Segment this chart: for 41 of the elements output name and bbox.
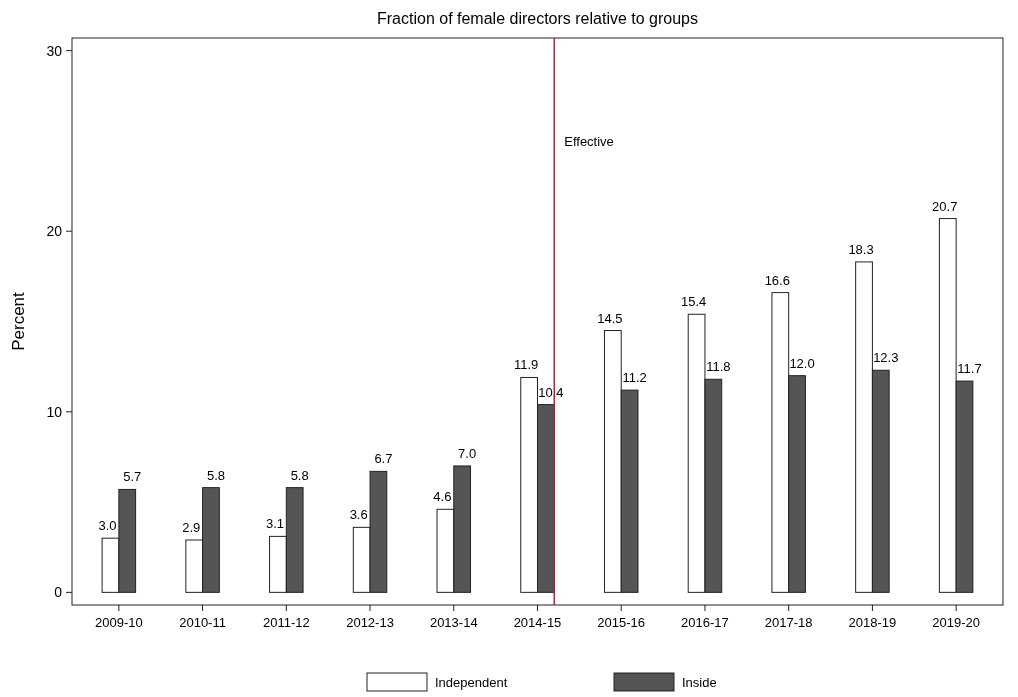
y-tick-label: 30: [46, 42, 63, 59]
data-label: 11.2: [622, 370, 647, 386]
y-axis-title: Percent: [9, 291, 28, 351]
x-tick-label: 2009-10: [95, 615, 143, 630]
data-label: 7.0: [458, 445, 477, 461]
data-label: 5.7: [123, 469, 142, 485]
data-label: 3.6: [349, 507, 368, 523]
data-label: 6.7: [374, 451, 393, 467]
data-label: 2.9: [182, 519, 201, 535]
x-tick-label: 2010-11: [179, 615, 226, 630]
legend-label: Inside: [682, 675, 717, 690]
data-label: 3.1: [265, 516, 284, 532]
ref-line-label: Effective: [564, 134, 614, 149]
data-label: 16.6: [764, 272, 790, 288]
y-tick-label: 20: [46, 223, 63, 240]
x-tick-label: 2015-16: [597, 615, 646, 630]
x-tick-label: 2014-15: [513, 615, 562, 630]
y-tick-label: 0: [54, 584, 63, 601]
data-label: 15.4: [680, 294, 707, 310]
x-tick-label: 2019-20: [932, 615, 980, 630]
x-tick-label: 2012-13: [346, 615, 394, 630]
data-label: 11.7: [957, 361, 982, 377]
data-label: 11.9: [513, 357, 539, 373]
data-label: 14.5: [597, 310, 623, 326]
data-label: 12.3: [873, 350, 899, 366]
chart-title: Fraction of female directors relative to groups: [376, 10, 699, 27]
data-label: 11.8: [706, 359, 731, 375]
data-label: 18.3: [848, 241, 874, 257]
data-label: 20.7: [932, 198, 958, 214]
data-label: 3.0: [98, 518, 117, 534]
x-tick-label: 2018-19: [848, 615, 897, 630]
y-tick-label: 10: [46, 403, 63, 420]
legend-label: Independent: [435, 675, 508, 690]
data-label: 5.8: [290, 467, 309, 483]
x-tick-label: 2013-14: [429, 615, 478, 630]
x-tick-label: 2017-18: [764, 615, 813, 630]
data-label: 12.0: [789, 355, 815, 371]
data-label: 4.6: [433, 489, 452, 505]
x-tick-label: 2016-17: [681, 615, 729, 630]
data-label: 5.8: [206, 467, 225, 483]
x-tick-label: 2011-12: [262, 615, 310, 630]
